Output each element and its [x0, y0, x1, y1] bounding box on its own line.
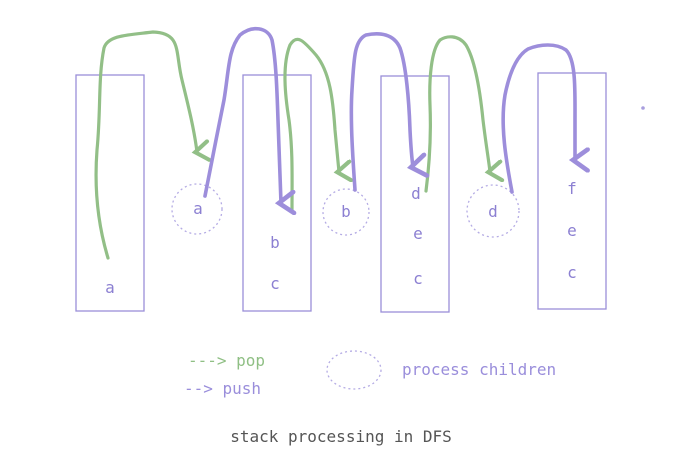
stack-3-item-3: c [413, 269, 423, 288]
push-arrow-f [501, 43, 575, 194]
stack-4 [537, 72, 607, 310]
push-arrow-d-e [349, 32, 413, 192]
legend-process-circle [326, 350, 382, 390]
stack-3-item-2: e [413, 224, 423, 243]
stack-4-item-1: f [567, 179, 577, 198]
legend-push: --> push [184, 379, 261, 398]
legend-pop: ---> pop [188, 351, 265, 370]
process-node-b-label: b [341, 202, 351, 221]
stack-4-item-2: e [567, 221, 577, 240]
stray-dot [641, 106, 645, 110]
push-arrow-b-c [203, 26, 281, 203]
pop-arrow-a [94, 30, 197, 260]
pop-arrow-d [424, 35, 490, 193]
stack-2-item-2: c [270, 274, 280, 293]
stack-3-item-1: d [411, 184, 421, 203]
pop-arrow-b [283, 37, 339, 214]
stack-1 [75, 74, 145, 312]
process-node-a-label: a [193, 199, 203, 218]
process-node-b [322, 188, 370, 236]
legend-process: process children [402, 360, 556, 379]
stack-2-item-1: b [270, 233, 280, 252]
process-node-d [466, 184, 520, 238]
stack-4-item-3: c [567, 263, 577, 282]
diagram-caption: stack processing in DFS [230, 427, 452, 446]
process-node-d-label: d [488, 202, 498, 221]
stack-3 [380, 75, 450, 313]
stack-1-item-1: a [105, 278, 115, 297]
process-node-a [171, 183, 223, 235]
